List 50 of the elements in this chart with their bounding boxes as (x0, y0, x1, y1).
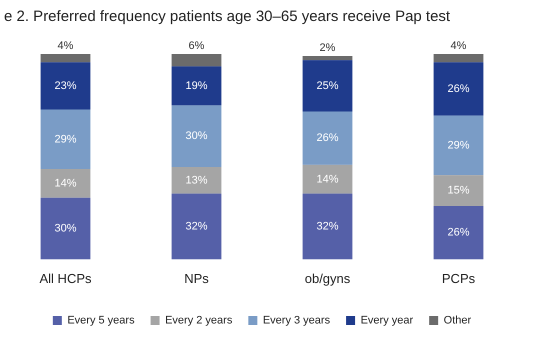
data-label: 13% (185, 174, 208, 186)
bar (434, 206, 484, 260)
data-label: 15% (447, 184, 470, 197)
data-label: 26% (447, 82, 470, 95)
data-label: 14% (54, 177, 77, 190)
bar (40, 109, 90, 170)
bar (40, 62, 90, 110)
bar (172, 66, 222, 106)
data-label: 25% (316, 80, 339, 92)
legend-label: Every year (360, 314, 414, 327)
bar (172, 194, 222, 260)
chart-title: e 2. Preferred frequency patients age 30–65 years receive Pap test (4, 8, 450, 25)
bar (302, 164, 352, 194)
bar (302, 112, 352, 165)
data-label: 2% (320, 42, 336, 54)
data-label: 32% (185, 220, 208, 233)
bar (302, 56, 352, 60)
x-tick-label: NPs (184, 270, 210, 286)
data-label: 26% (316, 132, 339, 144)
data-label: 6% (188, 40, 205, 52)
bar (302, 194, 352, 260)
data-label: 29% (447, 139, 470, 152)
legend-label: Every 3 years (262, 314, 331, 327)
x-tick-label: PCPs (442, 270, 476, 286)
data-label: 4% (450, 40, 467, 52)
data-label: 30% (54, 222, 77, 235)
x-tick-label: ob/gyns (304, 270, 351, 286)
legend-label: Other (444, 314, 472, 327)
bar (434, 116, 484, 176)
bar (172, 166, 222, 194)
data-label: 19% (185, 80, 208, 92)
data-label: 4% (58, 40, 74, 52)
bar (172, 105, 222, 167)
bar (40, 54, 90, 62)
data-label: 26% (447, 226, 470, 239)
legend-label: Every 2 years (165, 314, 233, 327)
x-tick-label: All HCPs (39, 270, 92, 286)
data-label: 29% (54, 133, 77, 146)
data-label: 23% (54, 80, 77, 92)
bar (434, 175, 484, 206)
data-label: 30% (185, 130, 208, 142)
data-label: 14% (316, 173, 339, 186)
bar (40, 198, 90, 260)
bar (434, 54, 484, 62)
data-label: 32% (316, 220, 339, 233)
legend-label: Every 5 years (67, 314, 136, 327)
bar (172, 54, 222, 66)
bar (40, 169, 90, 198)
bar (434, 62, 484, 116)
bar (302, 60, 352, 112)
